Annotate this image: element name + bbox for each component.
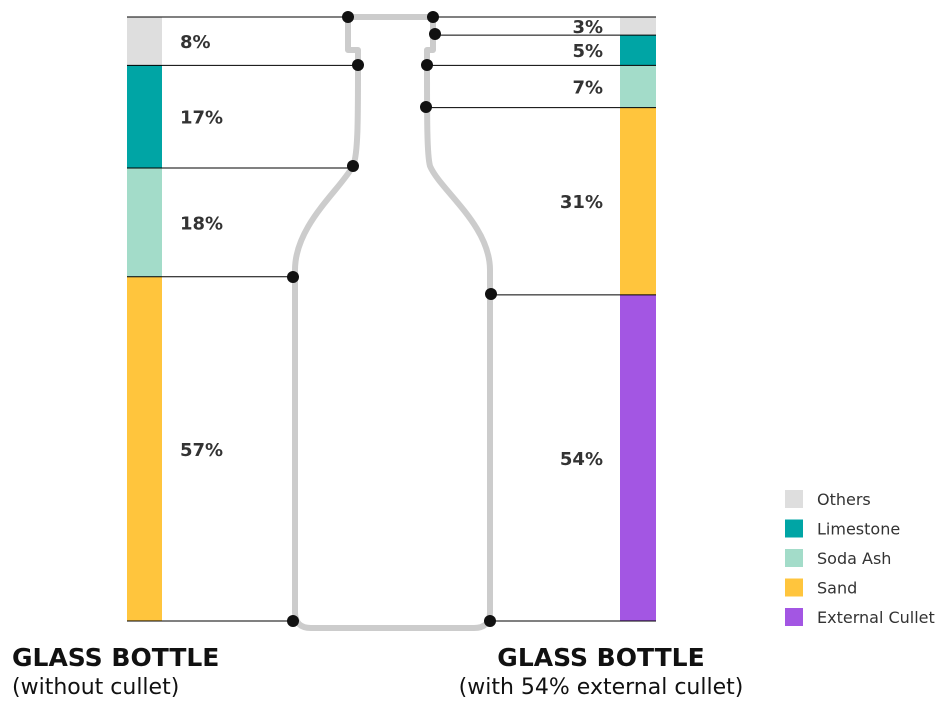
left-label-limestone: 17%	[180, 108, 223, 129]
right-label-soda-ash: 7%	[572, 77, 603, 98]
left-stacked-bar: 8% 17% 18% 57%	[127, 17, 223, 621]
left-bar-segment-sand	[127, 276, 162, 621]
right-bar-segment-others	[620, 17, 656, 36]
left-marker-dot	[342, 11, 354, 23]
right-marker-dot	[420, 101, 432, 113]
right-chart-subtitle: (with 54% external cullet)	[458, 675, 744, 700]
left-bar-segment-soda-ash	[127, 168, 162, 277]
legend-swatch-external-cullet	[785, 608, 803, 626]
left-bar-segment-limestone	[127, 65, 162, 168]
right-marker-dot	[429, 28, 441, 40]
legend-label-soda-ash: Soda Ash	[817, 549, 891, 568]
left-marker-dot	[287, 271, 299, 283]
right-stacked-bar: 3% 5% 7% 31% 54%	[560, 17, 656, 621]
left-bar-segment-others	[127, 17, 162, 66]
left-chart-title: GLASS BOTTLE	[12, 643, 220, 672]
left-marker-dot	[287, 615, 299, 627]
left-marker-dot	[347, 160, 359, 172]
right-label-others: 3%	[572, 17, 603, 38]
legend-label-sand: Sand	[817, 579, 857, 598]
right-marker-dot	[427, 11, 439, 23]
right-marker-dot	[484, 615, 496, 627]
right-bar-segment-limestone	[620, 35, 656, 66]
legend-swatch-soda-ash	[785, 549, 803, 567]
right-chart-title: GLASS BOTTLE	[497, 643, 705, 672]
right-marker-dot	[485, 288, 497, 300]
legend-swatch-sand	[785, 578, 803, 597]
right-caption: GLASS BOTTLE (with 54% external cullet)	[446, 642, 756, 702]
legend-swatch-limestone	[785, 519, 803, 538]
right-label-limestone: 5%	[572, 41, 603, 62]
right-bar-segment-external-cullet	[620, 294, 656, 621]
legend: Others Limestone Soda Ash Sand External Cull…	[785, 490, 935, 627]
left-label-others: 8%	[180, 32, 211, 53]
left-chart-subtitle: (without cullet)	[12, 675, 180, 700]
left-label-sand: 57%	[180, 440, 223, 461]
leader-lines	[127, 16, 656, 622]
legend-swatch-others	[785, 490, 803, 508]
left-label-soda-ash: 18%	[180, 213, 223, 234]
right-label-external-cullet: 54%	[560, 449, 603, 470]
right-bar-segment-soda-ash	[620, 65, 656, 108]
bottle-markers	[287, 11, 497, 627]
right-bar-segment-sand	[620, 107, 656, 295]
legend-label-external-cullet: External Cullet	[817, 608, 935, 627]
legend-label-limestone: Limestone	[817, 520, 900, 539]
right-label-sand: 31%	[560, 192, 603, 213]
legend-label-others: Others	[817, 490, 871, 509]
right-marker-dot	[421, 59, 433, 71]
left-caption: GLASS BOTTLE (without cullet)	[12, 642, 219, 702]
left-marker-dot	[352, 59, 364, 71]
bottle-outline	[292, 14, 493, 631]
